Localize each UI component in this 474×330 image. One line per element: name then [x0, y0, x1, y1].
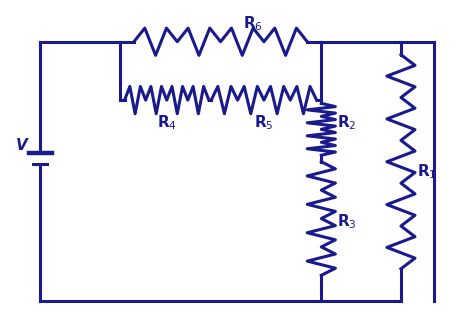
Text: V: V — [16, 138, 27, 153]
Text: R$_4$: R$_4$ — [157, 114, 177, 132]
Text: R$_6$: R$_6$ — [243, 15, 264, 33]
Text: R$_3$: R$_3$ — [337, 213, 357, 231]
Text: R$_5$: R$_5$ — [254, 114, 274, 132]
Text: R$_1$: R$_1$ — [417, 162, 437, 181]
Text: R$_2$: R$_2$ — [337, 114, 357, 132]
